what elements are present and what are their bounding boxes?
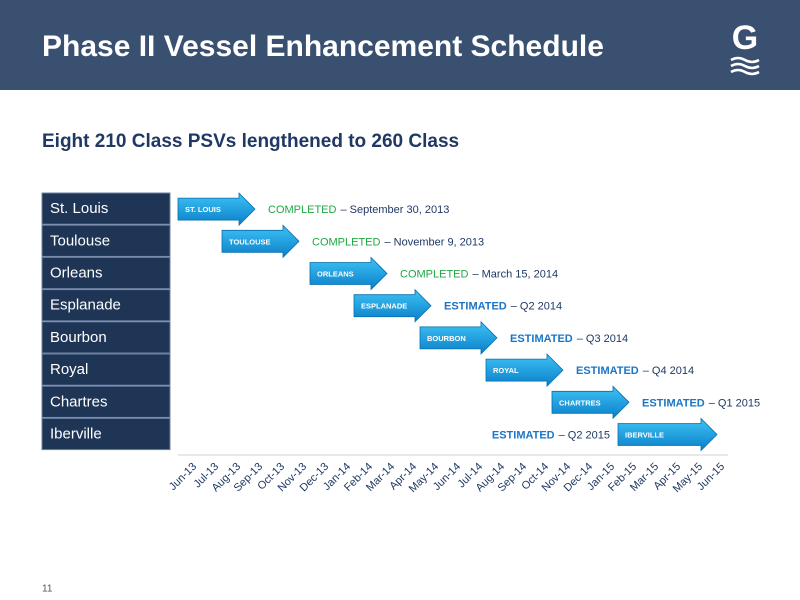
arrow-label: TOULOUSE <box>229 237 271 246</box>
status: ESTIMATED <box>444 301 507 313</box>
row-label-box <box>41 256 171 290</box>
arrow-label: ORLEANS <box>317 269 354 278</box>
status-text: ESTIMATED – Q2 2014 <box>444 301 562 313</box>
title: Phase II Vessel Enhancement Schedule <box>42 30 604 63</box>
status-date: – Q2 2015 <box>559 429 610 441</box>
row-label-box <box>41 224 171 257</box>
row-label: Orleans <box>50 264 103 281</box>
status: COMPLETED <box>268 204 337 216</box>
row-label: Toulouse <box>50 232 110 249</box>
schedule-arrow <box>419 320 498 355</box>
row-label: Esplanade <box>50 297 121 314</box>
row-label: Bourbon <box>50 329 107 346</box>
row-label-box <box>41 321 171 354</box>
page-number: 11 <box>42 584 53 595</box>
status-text: ESTIMATED – Q2 2015 <box>492 429 610 441</box>
logo-waves <box>730 56 760 76</box>
schedule-arrow <box>485 353 564 388</box>
logo: G <box>732 19 758 57</box>
status-text: COMPLETED – March 15, 2014 <box>400 268 558 280</box>
row-label: Royal <box>50 361 88 378</box>
arrow-label: BOURBON <box>427 334 466 343</box>
row-label: Iberville <box>50 425 102 442</box>
row-label-box <box>41 417 171 451</box>
schedule-arrow <box>221 224 300 259</box>
status-text: COMPLETED – September 30, 2013 <box>268 204 449 216</box>
status-date: – Q1 2015 <box>709 397 760 409</box>
schedule-arrow <box>177 192 256 227</box>
status: ESTIMATED <box>492 429 555 441</box>
arrow-label: CHARTRES <box>559 398 601 407</box>
row-label-box <box>41 385 171 418</box>
row-label-box <box>41 289 171 322</box>
status-text: COMPLETED – November 9, 2013 <box>312 236 484 248</box>
arrow-label: ST. LOUIS <box>185 205 221 214</box>
schedule-arrow <box>353 288 432 323</box>
status: ESTIMATED <box>642 397 705 409</box>
schedule-arrow <box>309 256 388 291</box>
arrow-label: ESPLANADE <box>361 302 407 311</box>
arrow-label: ROYAL <box>493 366 519 375</box>
schedule-arrow <box>551 385 630 420</box>
status-text: ESTIMATED – Q4 2014 <box>576 365 694 377</box>
status-date: – Q2 2014 <box>511 301 562 313</box>
arrow-label: IBERVILLE <box>625 430 664 439</box>
status-date: – November 9, 2013 <box>384 236 484 248</box>
row-label: St. Louis <box>50 200 108 217</box>
status-date: – Q4 2014 <box>643 365 694 377</box>
status: COMPLETED <box>312 236 381 248</box>
row-label-box <box>41 192 171 225</box>
row-label-box <box>41 353 171 386</box>
status-date: – September 30, 2013 <box>340 204 449 216</box>
status-text: ESTIMATED – Q3 2014 <box>510 333 628 345</box>
chart: Jun-13Jul-13Aug-13Sep-13Oct-13Nov-13Dec-… <box>41 192 760 495</box>
schedule-arrow <box>617 417 718 452</box>
status: ESTIMATED <box>510 333 573 345</box>
subtitle: Eight 210 Class PSVs lengthened to 260 C… <box>42 131 459 152</box>
status: ESTIMATED <box>576 365 639 377</box>
status: COMPLETED <box>400 268 469 280</box>
row-label: Chartres <box>50 393 108 410</box>
status-text: ESTIMATED – Q1 2015 <box>642 397 760 409</box>
status-date: – March 15, 2014 <box>472 268 558 280</box>
header-bar <box>0 0 800 90</box>
status-date: – Q3 2014 <box>577 333 628 345</box>
